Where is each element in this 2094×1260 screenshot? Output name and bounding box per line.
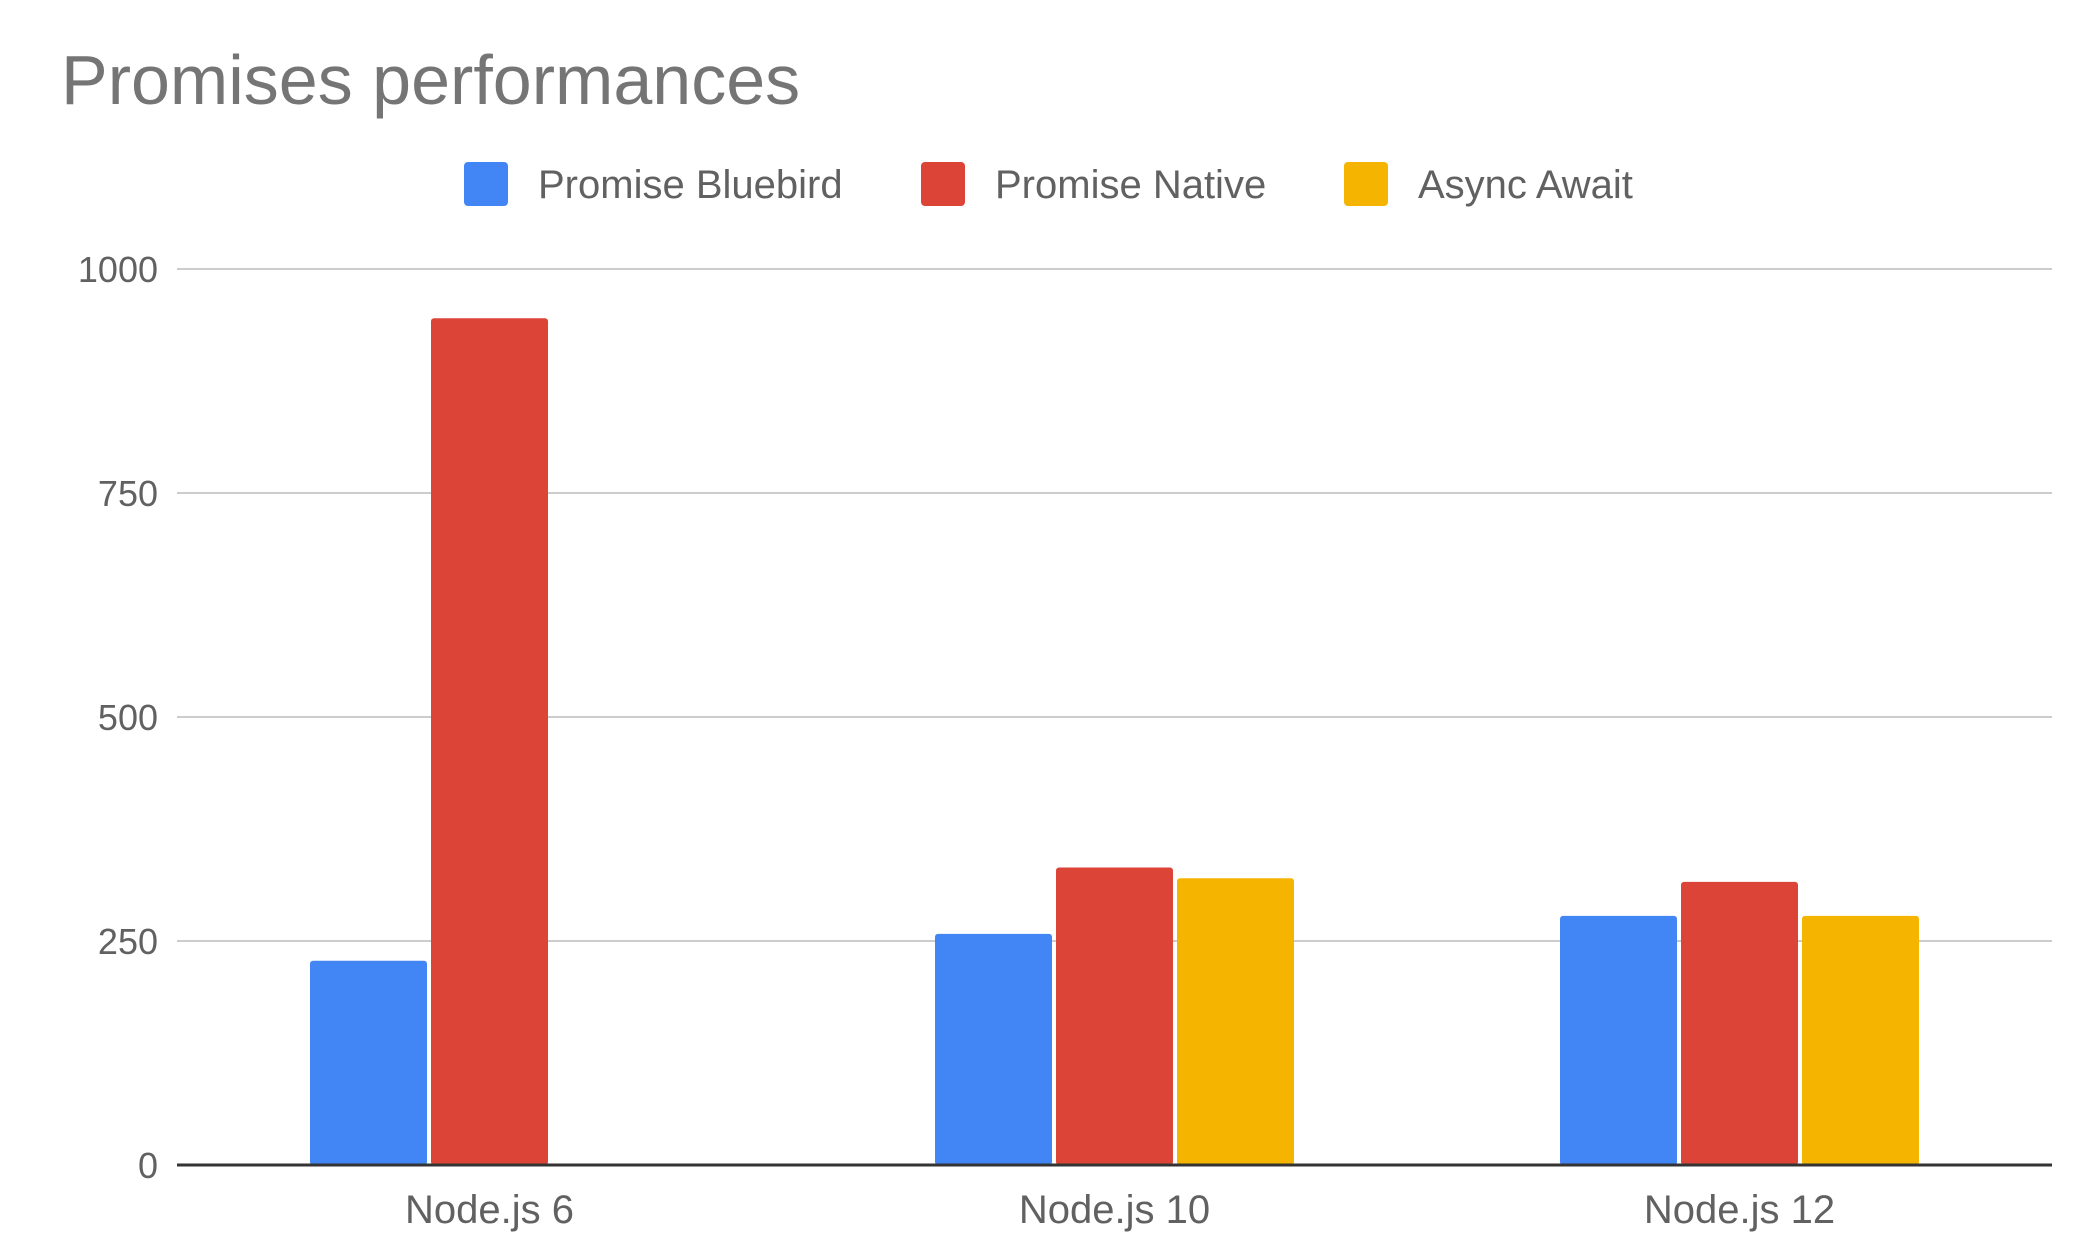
- bar: [431, 318, 548, 1165]
- x-tick-label: Node.js 12: [1644, 1188, 1835, 1232]
- y-tick-label: 250: [98, 921, 158, 962]
- bars: [310, 318, 1919, 1165]
- legend-swatch: [1344, 162, 1388, 206]
- bar: [1681, 881, 1798, 1165]
- chart-title: Promises performances: [61, 41, 801, 119]
- y-tick-label: 500: [98, 697, 158, 738]
- y-axis-tick-labels: 0 250 500 750 1000: [78, 249, 158, 1186]
- legend: Promise Bluebird Promise Native Async Awai…: [464, 162, 1633, 207]
- x-axis-tick-labels: Node.js 6 Node.js 10 Node.js 12: [405, 1188, 1835, 1232]
- bar: [1056, 867, 1173, 1165]
- legend-label: Async Await: [1418, 163, 1633, 207]
- legend-item: Promise Bluebird: [464, 162, 843, 207]
- bar: [310, 960, 427, 1165]
- bar: [1560, 915, 1677, 1165]
- legend-label: Promise Native: [995, 163, 1266, 207]
- legend-swatch: [464, 162, 508, 206]
- legend-item: Async Await: [1344, 162, 1633, 207]
- y-tick-label: 0: [138, 1145, 158, 1186]
- legend-item: Promise Native: [921, 162, 1266, 207]
- y-tick-label: 1000: [78, 249, 158, 290]
- y-tick-label: 750: [98, 473, 158, 514]
- legend-label: Promise Bluebird: [538, 163, 843, 207]
- x-tick-label: Node.js 6: [405, 1188, 574, 1232]
- x-tick-label: Node.js 10: [1019, 1188, 1210, 1232]
- bar: [935, 933, 1052, 1165]
- bar: [1802, 915, 1919, 1165]
- bar: [1177, 878, 1294, 1165]
- legend-swatch: [921, 162, 965, 206]
